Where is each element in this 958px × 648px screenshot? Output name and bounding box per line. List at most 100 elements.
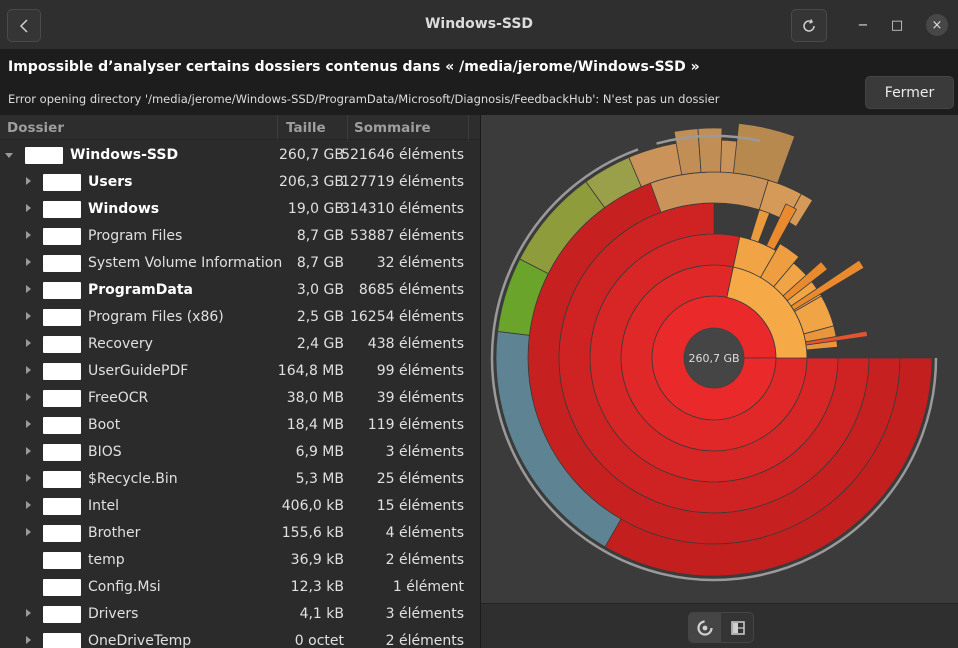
- folder-name: Boot: [88, 417, 121, 433]
- tan-segment[interactable]: [697, 127, 723, 173]
- expander-collapsed-icon[interactable]: [26, 420, 31, 428]
- expander-expanded-icon[interactable]: [5, 153, 13, 158]
- tree-row[interactable]: ProgramData 3,0 GB 8685 éléments: [0, 277, 480, 304]
- expander-collapsed-icon[interactable]: [26, 636, 31, 644]
- tree-row[interactable]: Drivers 4,1 kB 3 éléments: [0, 601, 480, 628]
- expander-collapsed-icon[interactable]: [26, 501, 31, 509]
- folder-item-count: 39 éléments: [376, 390, 464, 406]
- folder-item-count: 16254 éléments: [349, 309, 464, 325]
- pane-divider[interactable]: [480, 115, 481, 648]
- close-infobar-button[interactable]: Fermer: [865, 76, 954, 109]
- folder-item-count: 4 éléments: [385, 525, 464, 541]
- folder-item-count: 3 éléments: [385, 444, 464, 460]
- folder-item-count: 53887 éléments: [349, 228, 464, 244]
- expander-collapsed-icon[interactable]: [26, 366, 31, 374]
- folder-size: 164,8 MB: [277, 363, 344, 379]
- folder-icon: [43, 282, 81, 299]
- close-window-button[interactable]: ×: [926, 14, 948, 36]
- folder-icon: [43, 471, 81, 488]
- expander-collapsed-icon[interactable]: [26, 312, 31, 320]
- folder-icon: [43, 336, 81, 353]
- expander-collapsed-icon[interactable]: [26, 474, 31, 482]
- folder-item-count: 32 éléments: [376, 255, 464, 271]
- column-size[interactable]: Taille: [286, 120, 326, 136]
- maximize-button[interactable]: □: [890, 17, 904, 33]
- folder-size: 3,0 GB: [296, 282, 344, 298]
- expander-collapsed-icon[interactable]: [26, 609, 31, 617]
- tree-row[interactable]: Windows 19,0 GB 314310 éléments: [0, 196, 480, 223]
- expander-collapsed-icon[interactable]: [26, 258, 31, 266]
- folder-icon: [43, 498, 81, 515]
- view-switcher: [688, 612, 754, 643]
- tree-row[interactable]: Brother 155,6 kB 4 éléments: [0, 520, 480, 547]
- expander-collapsed-icon[interactable]: [26, 393, 31, 401]
- refresh-button[interactable]: [791, 9, 827, 42]
- tree-row[interactable]: Recovery 2,4 GB 438 éléments: [0, 331, 480, 358]
- folder-size: 2,4 GB: [296, 336, 344, 352]
- column-separator: [277, 115, 278, 140]
- folder-name: Windows-SSD: [70, 147, 179, 163]
- column-contents[interactable]: Sommaire: [354, 120, 431, 136]
- column-separator: [468, 115, 469, 140]
- windows-segment[interactable]: [782, 261, 829, 302]
- tree-row[interactable]: UserGuidePDF 164,8 MB 99 éléments: [0, 358, 480, 385]
- folder-size: 6,9 MB: [295, 444, 344, 460]
- expander-collapsed-icon[interactable]: [26, 447, 31, 455]
- tree-row[interactable]: OneDriveTemp 0 octet 2 éléments: [0, 628, 480, 648]
- tree-row[interactable]: $Recycle.Bin 5,3 MB 25 éléments: [0, 466, 480, 493]
- rings-chart[interactable]: 260,7 GB: [481, 115, 958, 603]
- refresh-icon: [803, 18, 815, 32]
- tree-row[interactable]: Config.Msi 12,3 kB 1 élément: [0, 574, 480, 601]
- tan-segment[interactable]: [733, 122, 796, 184]
- rings-chart-area[interactable]: 260,7 GB: [481, 115, 958, 603]
- folder-item-count: 99 éléments: [376, 363, 464, 379]
- folder-icon: [25, 147, 63, 164]
- folder-name: Brother: [88, 525, 141, 541]
- folder-tree[interactable]: Dossier Taille Sommaire Windows-SSD 260,7…: [0, 115, 480, 648]
- tree-row[interactable]: Program Files (x86) 2,5 GB 16254 éléments: [0, 304, 480, 331]
- folder-name: BIOS: [88, 444, 122, 460]
- windows-segment[interactable]: [805, 330, 868, 346]
- folder-item-count: 127719 éléments: [341, 174, 464, 190]
- tree-row[interactable]: temp 36,9 kB 2 éléments: [0, 547, 480, 574]
- folder-icon: [43, 363, 81, 380]
- folder-icon: [43, 309, 81, 326]
- windows-segment[interactable]: [765, 203, 797, 251]
- expander-collapsed-icon[interactable]: [26, 231, 31, 239]
- tree-row[interactable]: Intel 406,0 kB 15 éléments: [0, 493, 480, 520]
- folder-size: 8,7 GB: [296, 255, 344, 271]
- folder-size: 0 octet: [294, 633, 344, 648]
- tree-row[interactable]: Windows-SSD 260,7 GB 521646 éléments: [0, 142, 480, 169]
- folder-item-count: 438 éléments: [367, 336, 464, 352]
- expander-collapsed-icon[interactable]: [26, 204, 31, 212]
- error-infobar: Impossible d’analyser certains dossiers …: [0, 50, 958, 115]
- window-title: Windows-SSD: [424, 16, 534, 32]
- folder-size: 406,0 kB: [281, 498, 344, 514]
- bottom-bar: [481, 603, 958, 648]
- minimize-button[interactable]: −: [857, 17, 869, 33]
- expander-collapsed-icon[interactable]: [26, 528, 31, 536]
- tree-header: Dossier Taille Sommaire: [0, 115, 480, 140]
- windows-segment[interactable]: [790, 259, 865, 311]
- expander-collapsed-icon[interactable]: [26, 177, 31, 185]
- tree-row[interactable]: BIOS 6,9 MB 3 éléments: [0, 439, 480, 466]
- center-circle[interactable]: [684, 328, 744, 388]
- folder-size: 155,6 kB: [281, 525, 344, 541]
- column-folder[interactable]: Dossier: [7, 120, 64, 136]
- treemap-view-button[interactable]: [722, 613, 754, 642]
- back-button[interactable]: [7, 9, 41, 42]
- outer-outline-arc: [656, 134, 761, 145]
- tree-row[interactable]: FreeOCR 38,0 MB 39 éléments: [0, 385, 480, 412]
- rings-view-button[interactable]: [689, 613, 721, 642]
- tree-row[interactable]: Program Files 8,7 GB 53887 éléments: [0, 223, 480, 250]
- folder-icon: [43, 174, 81, 191]
- tree-row[interactable]: Boot 18,4 MB 119 éléments: [0, 412, 480, 439]
- tree-row[interactable]: Users 206,3 GB 127719 éléments: [0, 169, 480, 196]
- expander-collapsed-icon[interactable]: [26, 339, 31, 347]
- windows-segment[interactable]: [749, 209, 771, 243]
- folder-size: 38,0 MB: [286, 390, 344, 406]
- folder-name: OneDriveTemp: [88, 633, 192, 648]
- folder-icon: [43, 444, 81, 461]
- tree-row[interactable]: System Volume Information 8,7 GB 32 élémen…: [0, 250, 480, 277]
- expander-collapsed-icon[interactable]: [26, 285, 31, 293]
